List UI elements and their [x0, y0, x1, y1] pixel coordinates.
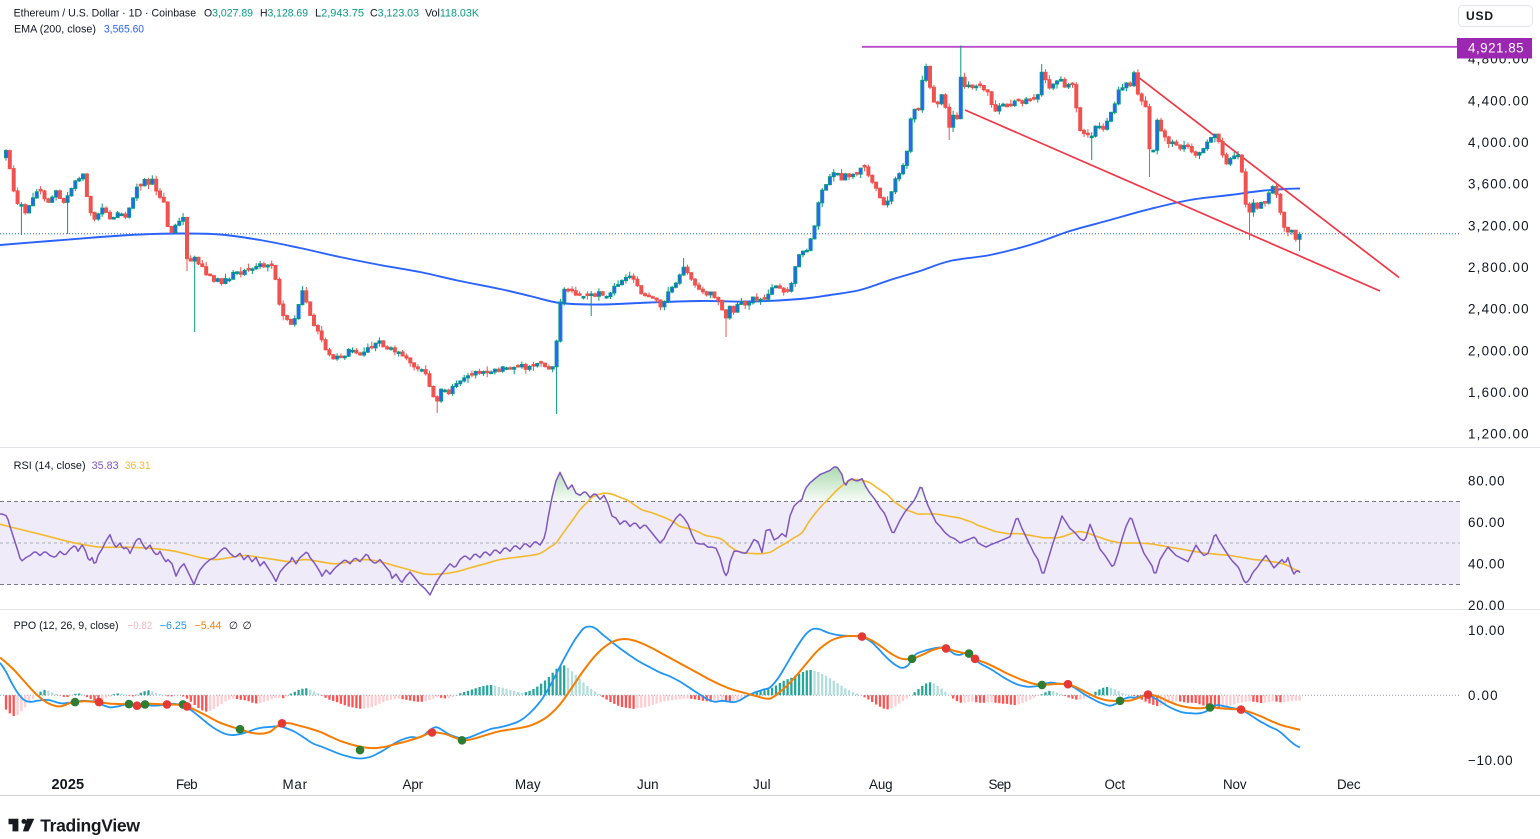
svg-text:3,200.00: 3,200.00: [1468, 218, 1529, 233]
svg-text:−0.82: −0.82: [128, 620, 153, 632]
svg-text:2,000.00: 2,000.00: [1468, 343, 1529, 358]
svg-text:Mar: Mar: [283, 777, 308, 792]
svg-text:USD: USD: [1466, 9, 1493, 23]
svg-text:2,800.00: 2,800.00: [1468, 260, 1529, 275]
svg-text:Jun: Jun: [637, 777, 659, 792]
svg-text:∅: ∅: [243, 621, 252, 632]
svg-text:10.00: 10.00: [1468, 623, 1505, 638]
svg-text:35.83: 35.83: [92, 460, 119, 472]
svg-text:4,400.00: 4,400.00: [1468, 93, 1529, 108]
svg-text:L2,943.75: L2,943.75: [315, 8, 364, 20]
svg-text:H3,128.69: H3,128.69: [260, 8, 308, 20]
svg-text:−10.00: −10.00: [1468, 753, 1513, 768]
svg-text:4,921.85: 4,921.85: [1468, 41, 1524, 56]
svg-text:80.00: 80.00: [1468, 473, 1505, 488]
svg-text:O3,027.89: O3,027.89: [204, 8, 253, 20]
svg-text:36.31: 36.31: [125, 460, 151, 472]
svg-text:C3,123.03: C3,123.03: [370, 8, 419, 20]
svg-text:∅: ∅: [229, 621, 238, 632]
svg-text:Aug: Aug: [869, 777, 893, 792]
svg-text:60.00: 60.00: [1468, 515, 1505, 530]
svg-text:3,600.00: 3,600.00: [1468, 177, 1529, 192]
svg-text:2025: 2025: [52, 777, 85, 793]
svg-text:40.00: 40.00: [1468, 557, 1505, 572]
svg-text:0.00: 0.00: [1468, 688, 1498, 703]
svg-text:TradingView: TradingView: [40, 815, 140, 835]
svg-text:Nov: Nov: [1223, 777, 1247, 792]
svg-text:2,400.00: 2,400.00: [1468, 302, 1529, 317]
svg-text:Vol118.03K: Vol118.03K: [425, 8, 480, 20]
svg-text:1,600.00: 1,600.00: [1468, 385, 1529, 400]
svg-text:PPO (12, 26, 9, close): PPO (12, 26, 9, close): [14, 620, 119, 632]
svg-text:−5.44: −5.44: [195, 620, 222, 632]
svg-text:20.00: 20.00: [1468, 598, 1505, 613]
svg-text:Sep: Sep: [989, 777, 1012, 792]
svg-text:May: May: [515, 777, 541, 792]
svg-text:EMA (200, close): EMA (200, close): [14, 23, 96, 35]
svg-text:Oct: Oct: [1105, 777, 1126, 792]
svg-text:Dec: Dec: [1337, 777, 1361, 792]
svg-text:−6.25: −6.25: [160, 620, 187, 632]
svg-text:4,000.00: 4,000.00: [1468, 135, 1529, 150]
svg-text:Jul: Jul: [753, 777, 771, 792]
svg-text:Apr: Apr: [403, 777, 424, 792]
svg-text:Ethereum / U.S. Dollar · 1D ·: Ethereum / U.S. Dollar · 1D · Coinbase: [14, 8, 197, 20]
svg-text:1,200.00: 1,200.00: [1468, 427, 1529, 442]
svg-text:RSI (14, close): RSI (14, close): [14, 460, 86, 472]
svg-text:3,565.60: 3,565.60: [104, 23, 144, 35]
svg-text:Feb: Feb: [176, 777, 198, 792]
